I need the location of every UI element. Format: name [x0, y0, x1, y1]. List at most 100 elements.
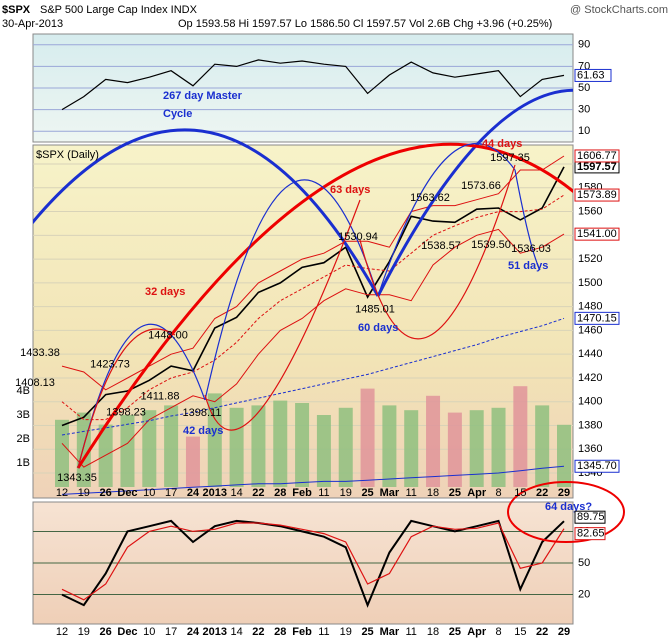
volume-bar: [55, 419, 69, 487]
pivot-label: 1433.38: [20, 347, 60, 359]
x-tick-label: 28: [274, 626, 286, 638]
x-tick-label: 22: [536, 626, 548, 638]
x-tick-label: 12: [56, 626, 68, 638]
x-tick-label: 18: [427, 626, 439, 638]
volume-bar: [120, 415, 135, 487]
pivot-label: 1485.01: [355, 304, 395, 316]
x-tick-label: 25: [361, 626, 373, 638]
pivot-label: 1538.57: [421, 240, 461, 252]
pivot-label: 1536.03: [511, 243, 551, 255]
x-tick-label: 11: [406, 487, 417, 499]
highlight-ellipse: [507, 481, 625, 543]
x-tick-label: 24: [187, 626, 200, 638]
volume-bar: [469, 410, 484, 487]
x-tick-label: 15: [514, 487, 526, 499]
last-value: 1541.00: [577, 228, 617, 240]
cycle-arc: [204, 199, 361, 431]
x-tick-label: 11: [318, 626, 329, 638]
x-tick-label: 2013: [203, 487, 227, 499]
volume-bar: [229, 407, 244, 487]
quote: Op 1593.58 Hi 1597.57 Lo 1586.50 Cl 1597…: [178, 18, 552, 30]
x-tick-label: 10: [143, 487, 155, 499]
y-tick-label: 20: [578, 588, 590, 600]
value-box: [574, 188, 620, 202]
series-line: [61, 465, 565, 495]
series-line: [61, 522, 565, 601]
x-tick-label: 2013: [203, 626, 227, 638]
x-tick-label: 19: [340, 487, 352, 499]
cycle-arc: [33, 128, 380, 297]
y-tick-label: 1480: [578, 301, 602, 313]
volume-bar: [142, 410, 157, 487]
volume-bar: [207, 393, 222, 487]
y-tick-label: 1560: [578, 205, 602, 217]
x-tick-label: Apr: [467, 487, 487, 499]
y-tick-label: 1460: [578, 324, 602, 336]
x-tick-label: Mar: [380, 626, 400, 638]
pivot-label: 1408.13: [15, 377, 55, 389]
x-tick-label: Feb: [292, 626, 312, 638]
cycle-arc: [204, 179, 379, 401]
panel-title: $SPX (Daily): [36, 149, 99, 161]
x-tick-label: Feb: [292, 487, 312, 499]
pivot-label: 1398.23: [106, 407, 146, 419]
x-tick-label: 28: [274, 487, 286, 499]
back-layer: [33, 44, 573, 596]
x-tick-label: 22: [536, 487, 548, 499]
y-tick-label: 1420: [578, 372, 602, 384]
x-tick-label: 19: [340, 626, 352, 638]
x-tick-label: 14: [230, 487, 242, 499]
volume-bar: [251, 405, 266, 487]
series-line: [61, 519, 565, 608]
volume-bar: [295, 403, 310, 487]
volume-bar: [426, 395, 441, 487]
volume-bar: [273, 400, 288, 487]
cycle-arc: [359, 164, 516, 340]
annotation: 267 day Master: [163, 90, 243, 102]
pivot-label: 1448.00: [148, 330, 188, 342]
volume-bar: [382, 405, 397, 487]
last-value: 1597.57: [577, 161, 617, 173]
volume-bar: [491, 407, 506, 487]
x-tick-label: 14: [230, 626, 242, 638]
pivot-label: 1343.35: [57, 472, 97, 484]
pivot-label: 1411.88: [141, 391, 180, 403]
last-value: 61.63: [577, 69, 605, 81]
x-tick-label: 22: [252, 626, 264, 638]
y-tick-label: 90: [578, 39, 590, 51]
x-tick-label: 25: [361, 487, 373, 499]
x-tick-label: 18: [427, 487, 439, 499]
x-tick-label: 19: [78, 626, 90, 638]
cycle-arc: [376, 88, 573, 297]
y-tick-label: 2B: [17, 433, 30, 445]
annotation: Cycle: [163, 108, 192, 120]
x-tick-label: 17: [165, 626, 177, 638]
y-tick-label: 30: [578, 104, 590, 116]
volume-bar: [557, 424, 571, 487]
volume-bar: [360, 388, 375, 487]
annotation: 44 days: [482, 138, 522, 150]
value-box: [574, 311, 620, 325]
volume-bar: [404, 410, 419, 487]
volume-bar: [338, 407, 353, 487]
x-tick-label: 11: [318, 487, 329, 499]
y-tick-label: 1380: [578, 419, 602, 431]
annotation: 60 days: [358, 322, 398, 334]
x-tick-label: Mar: [380, 487, 400, 499]
x-tick-label: 8: [495, 626, 501, 638]
value-box: [574, 527, 606, 541]
x-tick-label: 19: [78, 487, 90, 499]
value-box: [574, 68, 612, 82]
x-tick-label: Dec: [117, 626, 137, 638]
y-tick-label: 1500: [578, 277, 602, 289]
symbol: $SPX: [2, 4, 31, 16]
y-tick-label: 1B: [17, 457, 30, 469]
last-value: 1606.77: [577, 150, 617, 162]
volume-bar: [513, 386, 528, 487]
value-box: [574, 227, 620, 241]
x-tick-label: 22: [252, 487, 264, 499]
cycle-arc: [76, 142, 573, 469]
x-tick-label: 24: [187, 487, 200, 499]
